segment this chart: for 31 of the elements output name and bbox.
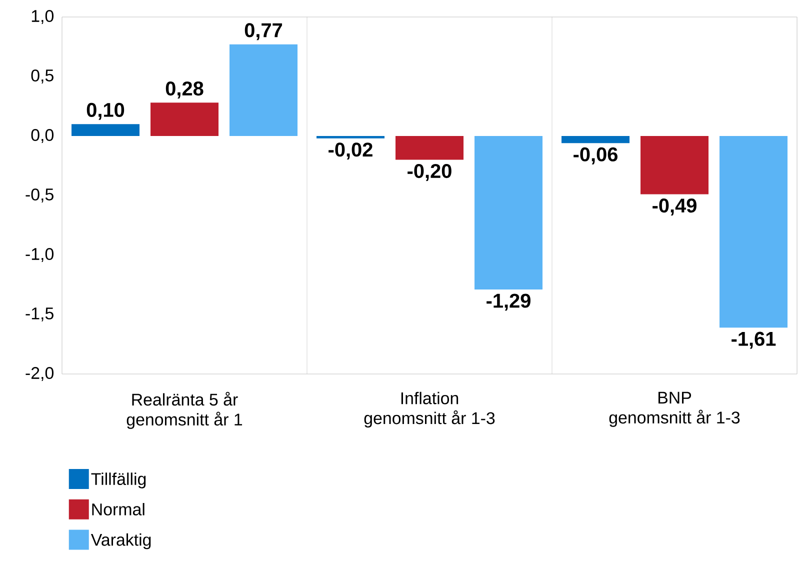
y-tick-label: -0,5 xyxy=(26,188,54,202)
x-tick-label: Realränta 5 år genomsnitt år 1 xyxy=(126,392,242,429)
data-label: -0,02 xyxy=(328,142,372,160)
legend-label: Varaktig xyxy=(90,533,151,550)
y-tick-label: -2,0 xyxy=(26,366,54,381)
x-tick-label: Inflation genomsnitt år 1-3 xyxy=(364,392,495,428)
bar xyxy=(150,102,219,136)
legend-label: Normal xyxy=(92,502,144,516)
data-label: -1,61 xyxy=(732,332,776,349)
x-tick-label: BNP genomsnitt år 1-3 xyxy=(609,392,740,427)
data-label: -0,49 xyxy=(652,198,696,216)
y-tick-label: -1,5 xyxy=(26,308,54,322)
bar xyxy=(640,136,709,194)
data-label: -0,06 xyxy=(574,147,618,164)
y-tick-label: -1,0 xyxy=(26,248,54,262)
y-tick-label: 0,5 xyxy=(31,69,54,84)
bar xyxy=(474,136,543,290)
data-label: 0,28 xyxy=(166,81,204,98)
y-tick-label: 1,0 xyxy=(32,10,54,24)
legend-label: Tillfällig xyxy=(91,472,146,488)
bar xyxy=(316,136,385,138)
data-label: 0,77 xyxy=(244,23,282,40)
bar xyxy=(562,136,630,144)
data-label: -0,20 xyxy=(408,164,452,181)
bar xyxy=(720,136,788,328)
data-label: -1,29 xyxy=(486,294,530,311)
bar xyxy=(396,136,464,160)
y-tick-label: 0,0 xyxy=(31,128,54,143)
bar xyxy=(230,44,298,136)
data-label: 0,10 xyxy=(86,102,124,120)
bar xyxy=(72,124,140,136)
